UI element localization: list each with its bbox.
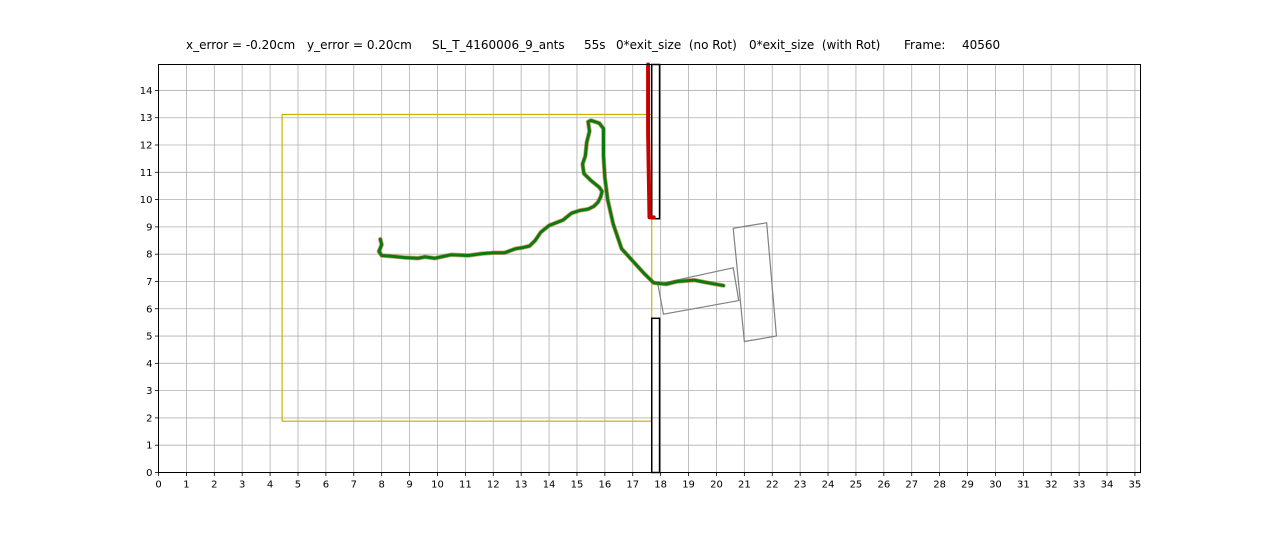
trajectory-line-green bbox=[377, 118, 725, 288]
x-tick-label: 34 bbox=[1101, 480, 1114, 491]
x-tick-label: 6 bbox=[323, 480, 329, 491]
x-tick-label: 7 bbox=[351, 480, 357, 491]
x-tick-label: 15 bbox=[571, 480, 584, 491]
y-tick-label: 1 bbox=[146, 441, 152, 452]
load-polygon bbox=[732, 222, 778, 343]
x-tick-label: 17 bbox=[626, 480, 639, 491]
load-polygon bbox=[657, 267, 740, 315]
x-tick-label: 18 bbox=[654, 480, 667, 491]
x-axis: 0 1 2 3 4 5 6 7 8 9 10 11 12 13 14 15 16 17 18 19 20 21 22 23 24… bbox=[155, 472, 1142, 491]
y-tick-label: 12 bbox=[140, 141, 153, 152]
y-tick-label: 11 bbox=[140, 168, 153, 179]
x-tick-label: 23 bbox=[794, 480, 807, 491]
x-tick-label: 31 bbox=[1017, 480, 1030, 491]
x-tick-label: 8 bbox=[378, 480, 384, 491]
chart-title: x_error = -0.20cm y_error = 0.20cm SL_T_… bbox=[0, 38, 1268, 56]
arena-outline bbox=[281, 113, 653, 422]
y-tick-label: 9 bbox=[146, 222, 152, 233]
x-tick-label: 5 bbox=[295, 480, 301, 491]
x-tick-label: 19 bbox=[682, 480, 695, 491]
x-tick-label: 13 bbox=[515, 480, 528, 491]
x-tick-label: 21 bbox=[738, 480, 751, 491]
frame-value: 40560 bbox=[962, 38, 1001, 52]
x-tick-label: 26 bbox=[877, 480, 890, 491]
experiment-label: SL_T_4160006_9_ants bbox=[432, 38, 565, 52]
y-tick-label: 14 bbox=[140, 86, 153, 97]
frame-label: Frame: bbox=[904, 38, 946, 52]
y-tick-label: 13 bbox=[140, 113, 153, 124]
x-tick-label: 12 bbox=[487, 480, 500, 491]
y-tick-label: 0 bbox=[146, 468, 152, 479]
y-tick-label: 3 bbox=[146, 386, 152, 397]
x-tick-label: 33 bbox=[1073, 480, 1086, 491]
y-tick-label: 5 bbox=[146, 332, 152, 343]
x-tick-label: 24 bbox=[822, 480, 835, 491]
load-shape bbox=[657, 222, 778, 343]
axes-frame bbox=[158, 64, 1141, 473]
y-error-label: y_error = 0.20cm bbox=[307, 38, 412, 52]
x-tick-label: 27 bbox=[905, 480, 918, 491]
x-error-label: x_error = -0.20cm bbox=[186, 38, 296, 52]
trajectory bbox=[376, 62, 726, 288]
y-tick-label: 4 bbox=[146, 359, 152, 370]
x-tick-label: 0 bbox=[155, 480, 161, 491]
y-tick-label: 10 bbox=[140, 195, 153, 206]
x-tick-label: 3 bbox=[239, 480, 245, 491]
wall-segment bbox=[650, 317, 661, 474]
time-label: 55s bbox=[584, 38, 606, 52]
x-tick-label: 14 bbox=[543, 480, 556, 491]
walls bbox=[650, 63, 661, 474]
x-tick-label: 11 bbox=[459, 480, 472, 491]
wall-segment bbox=[650, 63, 661, 220]
y-tick-label: 6 bbox=[146, 304, 152, 315]
x-tick-label: 20 bbox=[710, 480, 723, 491]
x-tick-label: 4 bbox=[267, 480, 273, 491]
x-tick-label: 1 bbox=[183, 480, 189, 491]
trajectory-line-red bbox=[646, 62, 656, 220]
x-tick-label: 30 bbox=[989, 480, 1002, 491]
y-tick-label: 8 bbox=[146, 250, 152, 261]
x-tick-label: 29 bbox=[961, 480, 974, 491]
no-rot-label: 0*exit_size (no Rot) bbox=[616, 38, 737, 52]
y-tick-label: 2 bbox=[146, 413, 152, 424]
x-tick-label: 32 bbox=[1045, 480, 1058, 491]
x-tick-label: 2 bbox=[211, 480, 217, 491]
y-tick-label: 7 bbox=[146, 277, 152, 288]
with-rot-label: 0*exit_size (with Rot) bbox=[749, 38, 881, 52]
x-tick-label: 22 bbox=[766, 480, 779, 491]
arena-rect bbox=[281, 113, 653, 422]
x-tick-label: 35 bbox=[1129, 480, 1142, 491]
x-tick-label: 16 bbox=[598, 480, 611, 491]
x-tick-label: 9 bbox=[406, 480, 412, 491]
x-tick-label: 25 bbox=[850, 480, 863, 491]
x-tick-label: 28 bbox=[933, 480, 946, 491]
x-tick-label: 10 bbox=[431, 480, 444, 491]
